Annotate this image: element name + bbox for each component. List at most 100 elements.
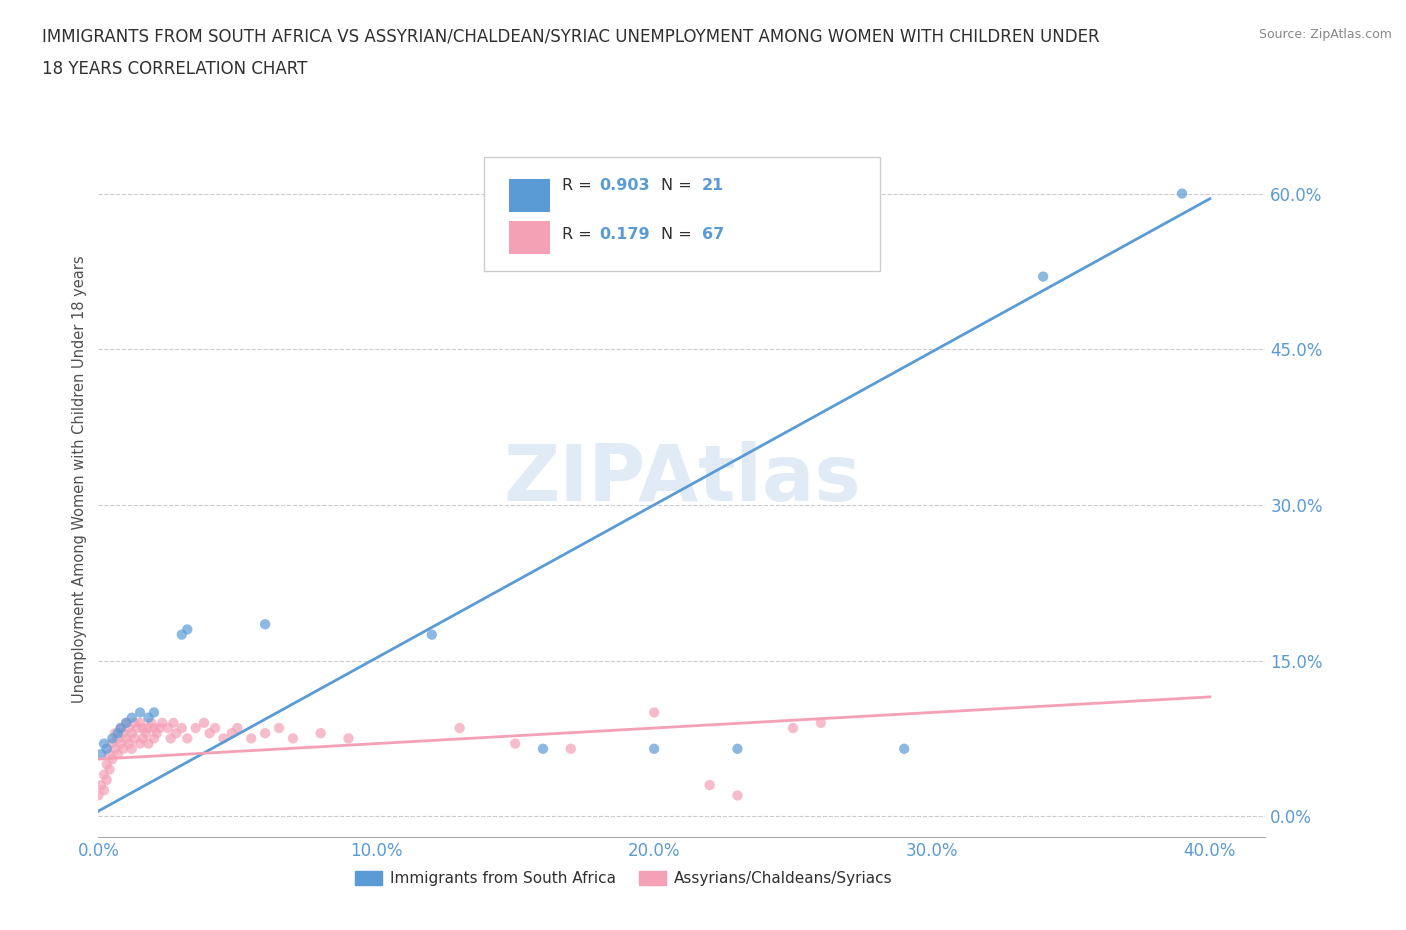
Point — [1032, 269, 1054, 284]
Point — [143, 705, 166, 720]
Point — [132, 731, 155, 746]
Point — [93, 737, 115, 751]
Point — [156, 721, 179, 736]
Point — [132, 721, 155, 736]
Point — [893, 741, 915, 756]
Text: Source: ZipAtlas.com: Source: ZipAtlas.com — [1258, 28, 1392, 41]
Point — [96, 741, 118, 756]
Point — [129, 705, 152, 720]
Point — [107, 747, 129, 762]
Point — [129, 737, 152, 751]
Text: ZIPAtlas: ZIPAtlas — [503, 441, 860, 517]
Point — [810, 715, 832, 730]
Point — [115, 715, 138, 730]
Point — [138, 737, 160, 751]
Point — [449, 721, 471, 736]
Point — [141, 715, 163, 730]
Point — [124, 731, 146, 746]
Point — [107, 725, 129, 740]
Point — [176, 731, 198, 746]
Point — [1171, 186, 1194, 201]
Point — [198, 725, 221, 740]
Point — [118, 737, 141, 751]
Bar — [509, 220, 550, 254]
Point — [107, 731, 129, 746]
Point — [170, 721, 193, 736]
Point — [643, 705, 665, 720]
Point — [124, 715, 146, 730]
Text: R =: R = — [562, 179, 596, 193]
Point — [170, 627, 193, 642]
FancyBboxPatch shape — [484, 156, 880, 272]
Point — [96, 757, 118, 772]
Point — [115, 731, 138, 746]
Bar — [509, 179, 550, 212]
Point — [87, 788, 110, 803]
Point — [184, 721, 207, 736]
Point — [226, 721, 249, 736]
Point — [90, 747, 112, 762]
Point — [129, 715, 152, 730]
Point — [531, 741, 554, 756]
Point — [104, 725, 127, 740]
Point — [643, 741, 665, 756]
Text: R =: R = — [562, 227, 596, 242]
Point — [98, 747, 121, 762]
Point — [121, 741, 143, 756]
Point — [560, 741, 582, 756]
Point — [193, 715, 215, 730]
Point — [176, 622, 198, 637]
Point — [254, 725, 277, 740]
Point — [110, 721, 132, 736]
Point — [727, 788, 749, 803]
Point — [104, 741, 127, 756]
Point — [98, 762, 121, 777]
Point — [254, 617, 277, 631]
Text: 21: 21 — [702, 179, 724, 193]
Point — [221, 725, 243, 740]
Point — [146, 725, 169, 740]
Point — [121, 711, 143, 725]
Point — [281, 731, 304, 746]
Point — [110, 737, 132, 751]
Point — [101, 737, 124, 751]
Point — [101, 751, 124, 766]
Point — [420, 627, 443, 642]
Point — [90, 777, 112, 792]
Text: 18 YEARS CORRELATION CHART: 18 YEARS CORRELATION CHART — [42, 60, 308, 78]
Point — [309, 725, 332, 740]
Point — [93, 767, 115, 782]
Point — [93, 783, 115, 798]
Text: 0.903: 0.903 — [599, 179, 650, 193]
Point — [96, 773, 118, 788]
Point — [165, 725, 187, 740]
Point — [204, 721, 226, 736]
Point — [782, 721, 804, 736]
Point — [143, 721, 166, 736]
Point — [150, 715, 173, 730]
Point — [159, 731, 181, 746]
Point — [337, 731, 360, 746]
Point — [138, 711, 160, 725]
Point — [212, 731, 235, 746]
Text: IMMIGRANTS FROM SOUTH AFRICA VS ASSYRIAN/CHALDEAN/SYRIAC UNEMPLOYMENT AMONG WOME: IMMIGRANTS FROM SOUTH AFRICA VS ASSYRIAN… — [42, 28, 1099, 46]
Point — [101, 731, 124, 746]
Point — [503, 737, 526, 751]
Point — [727, 741, 749, 756]
Point — [112, 725, 135, 740]
Text: N =: N = — [661, 179, 697, 193]
Point — [148, 721, 170, 736]
Point — [127, 721, 149, 736]
Point — [267, 721, 290, 736]
Text: N =: N = — [661, 227, 697, 242]
Point — [135, 725, 157, 740]
Text: 67: 67 — [702, 227, 724, 242]
Point — [121, 725, 143, 740]
Point — [138, 721, 160, 736]
Point — [143, 731, 166, 746]
Point — [118, 721, 141, 736]
Point — [162, 715, 184, 730]
Point — [112, 741, 135, 756]
Point — [115, 715, 138, 730]
Point — [240, 731, 263, 746]
